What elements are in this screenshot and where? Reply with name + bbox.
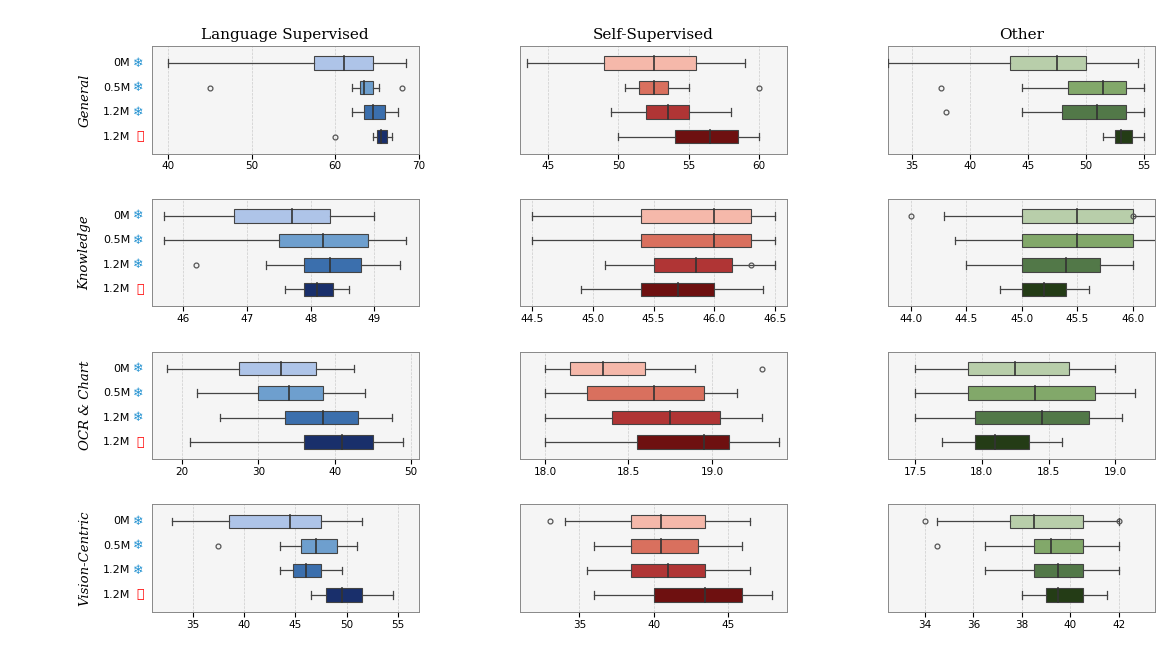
Text: ❄: ❄ [133, 57, 144, 70]
Bar [1011, 57, 1085, 70]
Bar [631, 539, 698, 553]
Bar [675, 130, 738, 143]
Text: ❄: ❄ [133, 540, 144, 553]
Text: ❄: ❄ [133, 209, 144, 222]
Bar [969, 362, 1069, 376]
Bar [637, 436, 728, 449]
Text: ❄: ❄ [133, 105, 144, 118]
Text: 🔥: 🔥 [137, 588, 144, 601]
Bar [1022, 209, 1133, 222]
Bar [571, 362, 645, 376]
Y-axis label: General: General [78, 73, 91, 126]
Bar [279, 234, 368, 247]
Text: 🔥: 🔥 [137, 130, 144, 143]
Text: 0M: 0M [113, 58, 131, 68]
Text: ❄: ❄ [133, 259, 144, 271]
Text: 1.2M: 1.2M [103, 565, 131, 575]
Bar [1022, 282, 1067, 296]
Text: ❄: ❄ [133, 564, 144, 577]
Text: ❄: ❄ [133, 387, 144, 399]
Bar [235, 209, 329, 222]
Text: 0.5M: 0.5M [103, 541, 131, 551]
Bar [976, 436, 1028, 449]
Bar [1062, 105, 1126, 119]
Bar [305, 436, 373, 449]
Bar [229, 515, 321, 528]
Bar [1009, 515, 1083, 528]
Text: 🔥: 🔥 [137, 283, 144, 296]
Bar [642, 282, 714, 296]
Y-axis label: OCR & Chart: OCR & Chart [78, 361, 91, 450]
Bar [327, 588, 362, 601]
Text: 0.5M: 0.5M [103, 83, 131, 93]
Bar [314, 57, 372, 70]
Bar [1114, 130, 1132, 143]
Text: 1.2M: 1.2M [103, 590, 131, 600]
Title: Self-Supervised: Self-Supervised [593, 28, 714, 42]
Bar [605, 57, 696, 70]
Bar [1034, 539, 1083, 553]
Text: ❄: ❄ [133, 362, 144, 375]
Title: Language Supervised: Language Supervised [202, 28, 369, 42]
Bar [258, 386, 323, 400]
Bar [976, 411, 1089, 424]
Text: 0.5M: 0.5M [103, 236, 131, 245]
Bar [631, 564, 705, 577]
Text: 1.2M: 1.2M [103, 284, 131, 294]
Text: 1.2M: 1.2M [103, 413, 131, 422]
Bar [361, 81, 372, 94]
Bar [239, 362, 316, 376]
Text: 1.2M: 1.2M [103, 107, 131, 117]
Text: 0M: 0M [113, 364, 131, 374]
Bar [1034, 564, 1083, 577]
Bar [654, 588, 742, 601]
Text: 🔥: 🔥 [137, 436, 144, 449]
Bar [1068, 81, 1126, 94]
Bar [654, 258, 733, 272]
Text: 1.2M: 1.2M [103, 260, 131, 270]
Text: ❄: ❄ [133, 515, 144, 528]
Bar [293, 564, 321, 577]
Text: ❄: ❄ [133, 81, 144, 94]
Bar [301, 539, 336, 553]
Bar [377, 130, 387, 143]
Bar [587, 386, 704, 400]
Bar [1022, 258, 1099, 272]
Text: 0M: 0M [113, 517, 131, 526]
Bar [1022, 234, 1133, 247]
Text: ❄: ❄ [133, 234, 144, 247]
Text: 1.2M: 1.2M [103, 437, 131, 447]
Bar [647, 105, 689, 119]
Bar [305, 282, 333, 296]
Text: 1.2M: 1.2M [103, 132, 131, 141]
Bar [612, 411, 720, 424]
Bar [285, 411, 357, 424]
Bar [969, 386, 1096, 400]
Y-axis label: Knowledge: Knowledge [78, 215, 91, 290]
Bar [642, 234, 750, 247]
Title: Other: Other [999, 28, 1044, 42]
Bar [1046, 588, 1083, 601]
Text: 0.5M: 0.5M [103, 388, 131, 398]
Bar [640, 81, 668, 94]
Text: 0M: 0M [113, 211, 131, 221]
Bar [631, 515, 705, 528]
Bar [305, 258, 362, 272]
Y-axis label: Vision-Centric: Vision-Centric [78, 511, 91, 606]
Bar [364, 105, 385, 119]
Text: ❄: ❄ [133, 411, 144, 424]
Bar [642, 209, 750, 222]
